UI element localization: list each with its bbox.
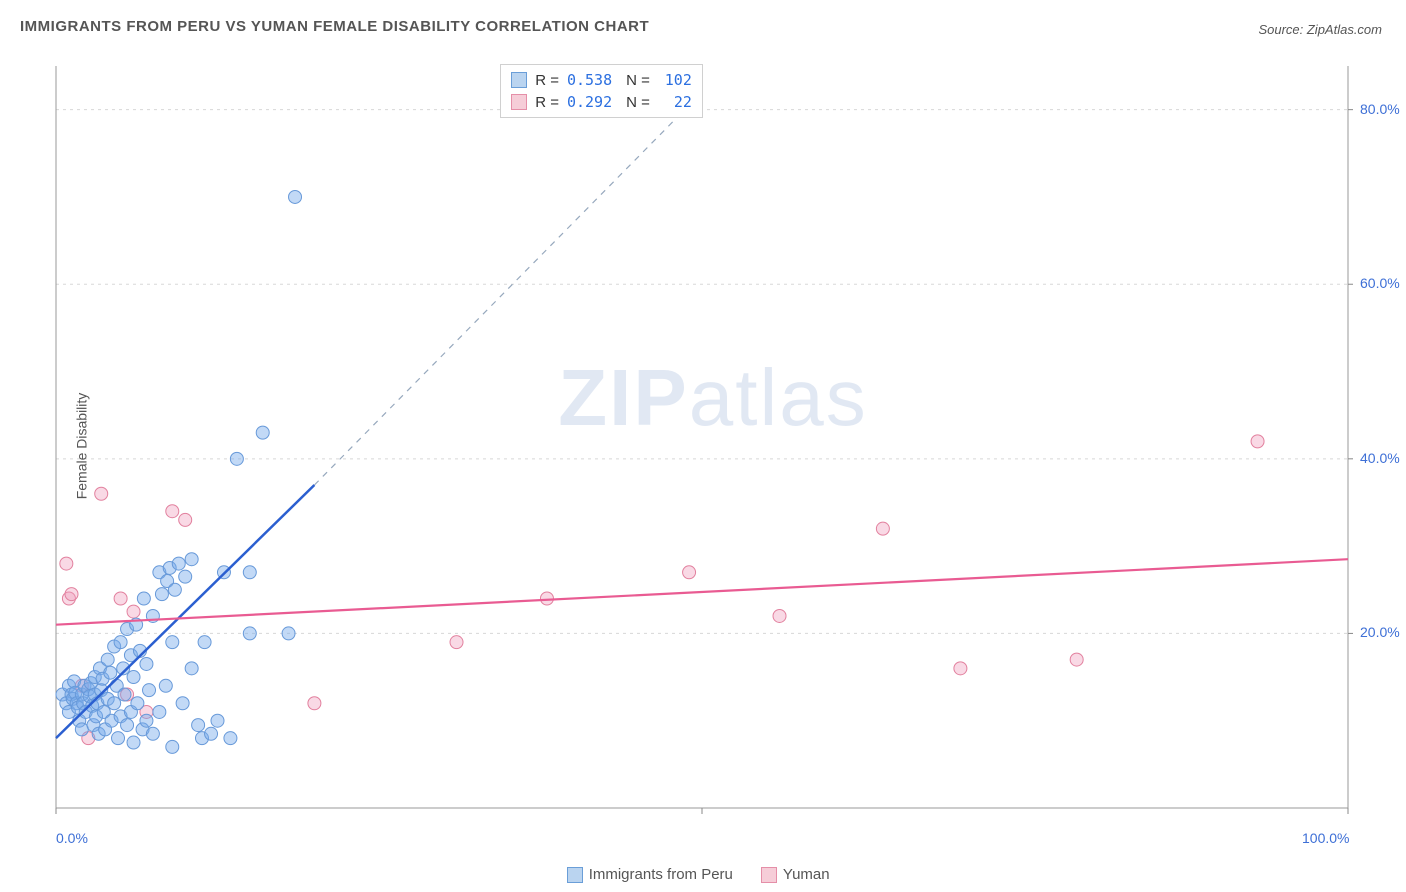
legend-r-value: 0.538 xyxy=(567,71,612,89)
legend-n-value: 102 xyxy=(658,71,692,89)
legend-r-label: R = xyxy=(535,94,559,111)
legend-n-label: N = xyxy=(626,94,650,111)
plot-area: Female Disability ZIPatlas R =0.538N =10… xyxy=(48,50,1378,842)
legend-bottom-item: Immigrants from Peru xyxy=(567,866,733,883)
chart-title: IMMIGRANTS FROM PERU VS YUMAN FEMALE DIS… xyxy=(20,18,649,35)
legend-swatch xyxy=(761,867,777,883)
y-tick-label: 40.0% xyxy=(1360,450,1400,466)
source-credit: Source: ZipAtlas.com xyxy=(1258,22,1382,37)
x-tick-label: 100.0% xyxy=(1302,830,1349,846)
legend-stats-box: R = 0.538 N = 102 R = 0.292 N = 22 xyxy=(500,64,703,118)
y-tick-label: 20.0% xyxy=(1360,624,1400,640)
legend-swatch xyxy=(567,867,583,883)
source-label: Source: xyxy=(1258,22,1306,37)
legend-r-label: R = xyxy=(535,72,559,89)
legend-bottom-label: Immigrants from Peru xyxy=(589,866,733,883)
legend-n-label: N = xyxy=(626,72,650,89)
x-tick-label: 0.0% xyxy=(56,830,88,846)
legend-bottom-label: Yuman xyxy=(783,866,830,883)
legend-swatch xyxy=(511,72,527,88)
source-value: ZipAtlas.com xyxy=(1307,22,1382,37)
legend-bottom-item: Yuman xyxy=(761,866,830,883)
y-tick-label: 80.0% xyxy=(1360,101,1400,117)
legend-swatch xyxy=(511,94,527,110)
legend-n-value: 22 xyxy=(658,93,692,111)
legend-stat-row: R = 0.292 N = 22 xyxy=(511,91,692,113)
legend-r-value: 0.292 xyxy=(567,93,612,111)
y-tick-label: 60.0% xyxy=(1360,275,1400,291)
legend-bottom: Immigrants from Peru Yuman xyxy=(567,866,830,883)
legend-stat-row: R = 0.538 N = 102 xyxy=(511,69,692,91)
y-axis-label: Female Disability xyxy=(73,393,89,500)
scatter-plot-svg xyxy=(48,50,1378,842)
